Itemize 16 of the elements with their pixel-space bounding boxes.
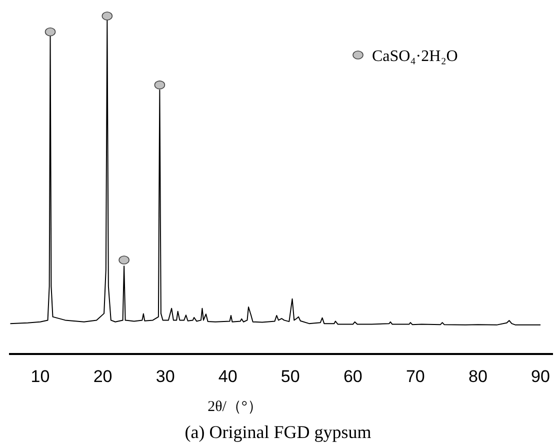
- point: [154, 80, 166, 90]
- text: (a) Original FGD gypsum: [184, 422, 372, 442]
- x-tick-label: 40: [218, 367, 238, 386]
- x-axis-title: 2θ/（°）: [208, 399, 262, 415]
- point: [102, 12, 113, 20]
- point: [118, 256, 130, 264]
- x-tick-label: 10: [30, 367, 50, 386]
- x-tick-label: 50: [280, 367, 300, 386]
- x-tick-label: 30: [156, 367, 175, 386]
- x-tick-label: 60: [343, 367, 362, 386]
- x-tick-label: 70: [406, 367, 425, 386]
- legend-label: CaSO₄·2H₂O: [372, 48, 458, 65]
- x-tick-label: 90: [531, 367, 550, 386]
- x-tick-label: 20: [93, 367, 112, 386]
- point: [44, 27, 56, 36]
- x-tick-label: 80: [468, 367, 488, 386]
